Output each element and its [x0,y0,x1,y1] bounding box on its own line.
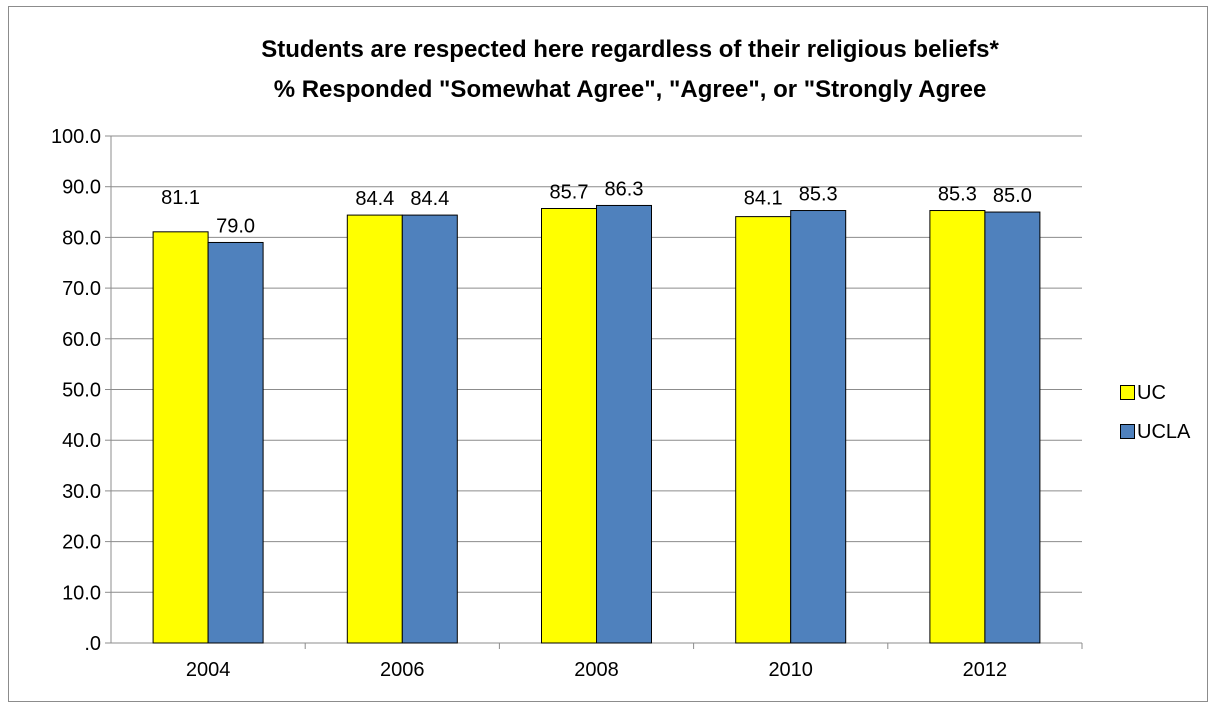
bar-uc [152,231,209,644]
x-tick-label: 2004 [186,659,231,681]
y-tick-label: 30.0 [62,481,101,503]
bar-uc [735,216,792,644]
legend-swatch [1120,385,1135,400]
bar-ucla [401,214,458,644]
data-label: 85.0 [993,185,1032,207]
data-label: 85.3 [799,184,838,206]
y-tick-label: 90.0 [62,177,101,199]
x-tick-label: 2010 [768,659,813,681]
data-label: 85.7 [550,182,589,204]
bar-ucla [596,204,652,644]
legend-item: UC [1120,382,1166,405]
legend-swatch [1120,424,1135,439]
y-tick-label: 10.0 [62,582,101,604]
legend-label: UCLA [1137,421,1191,443]
y-tick-label: 80.0 [62,227,101,249]
y-tick-label: 100.0 [51,126,101,148]
data-label: 85.3 [938,184,977,206]
data-label: 84.4 [410,188,449,210]
data-label: 84.4 [355,188,394,210]
chart-subtitle: % Responded "Somewhat Agree", "Agree", o… [273,76,987,103]
bar-uc [929,210,986,644]
bar-uc [541,208,597,644]
x-tick-label: 2012 [963,659,1008,681]
y-tick-label: 50.0 [62,380,101,402]
data-label: 86.3 [605,178,644,200]
x-tick-label: 2006 [380,659,425,681]
data-label: 84.1 [744,188,783,210]
y-tick-label: 20.0 [62,532,101,554]
bar-ucla [790,210,847,644]
y-tick-label: 60.0 [62,329,101,351]
data-label: 79.0 [216,215,255,237]
x-tick-label: 2008 [574,659,619,681]
legend-label: UC [1137,382,1166,404]
chart-title: Students are respected here regardless o… [261,36,999,63]
legend-item: UCLA [1120,421,1190,444]
y-tick-label: .0 [84,633,101,655]
bar-ucla [984,211,1041,644]
data-label: 81.1 [161,187,200,209]
y-tick-label: 40.0 [62,430,101,452]
bar-ucla [207,241,264,644]
y-tick-label: 70.0 [62,278,101,300]
bar-uc [346,214,403,644]
